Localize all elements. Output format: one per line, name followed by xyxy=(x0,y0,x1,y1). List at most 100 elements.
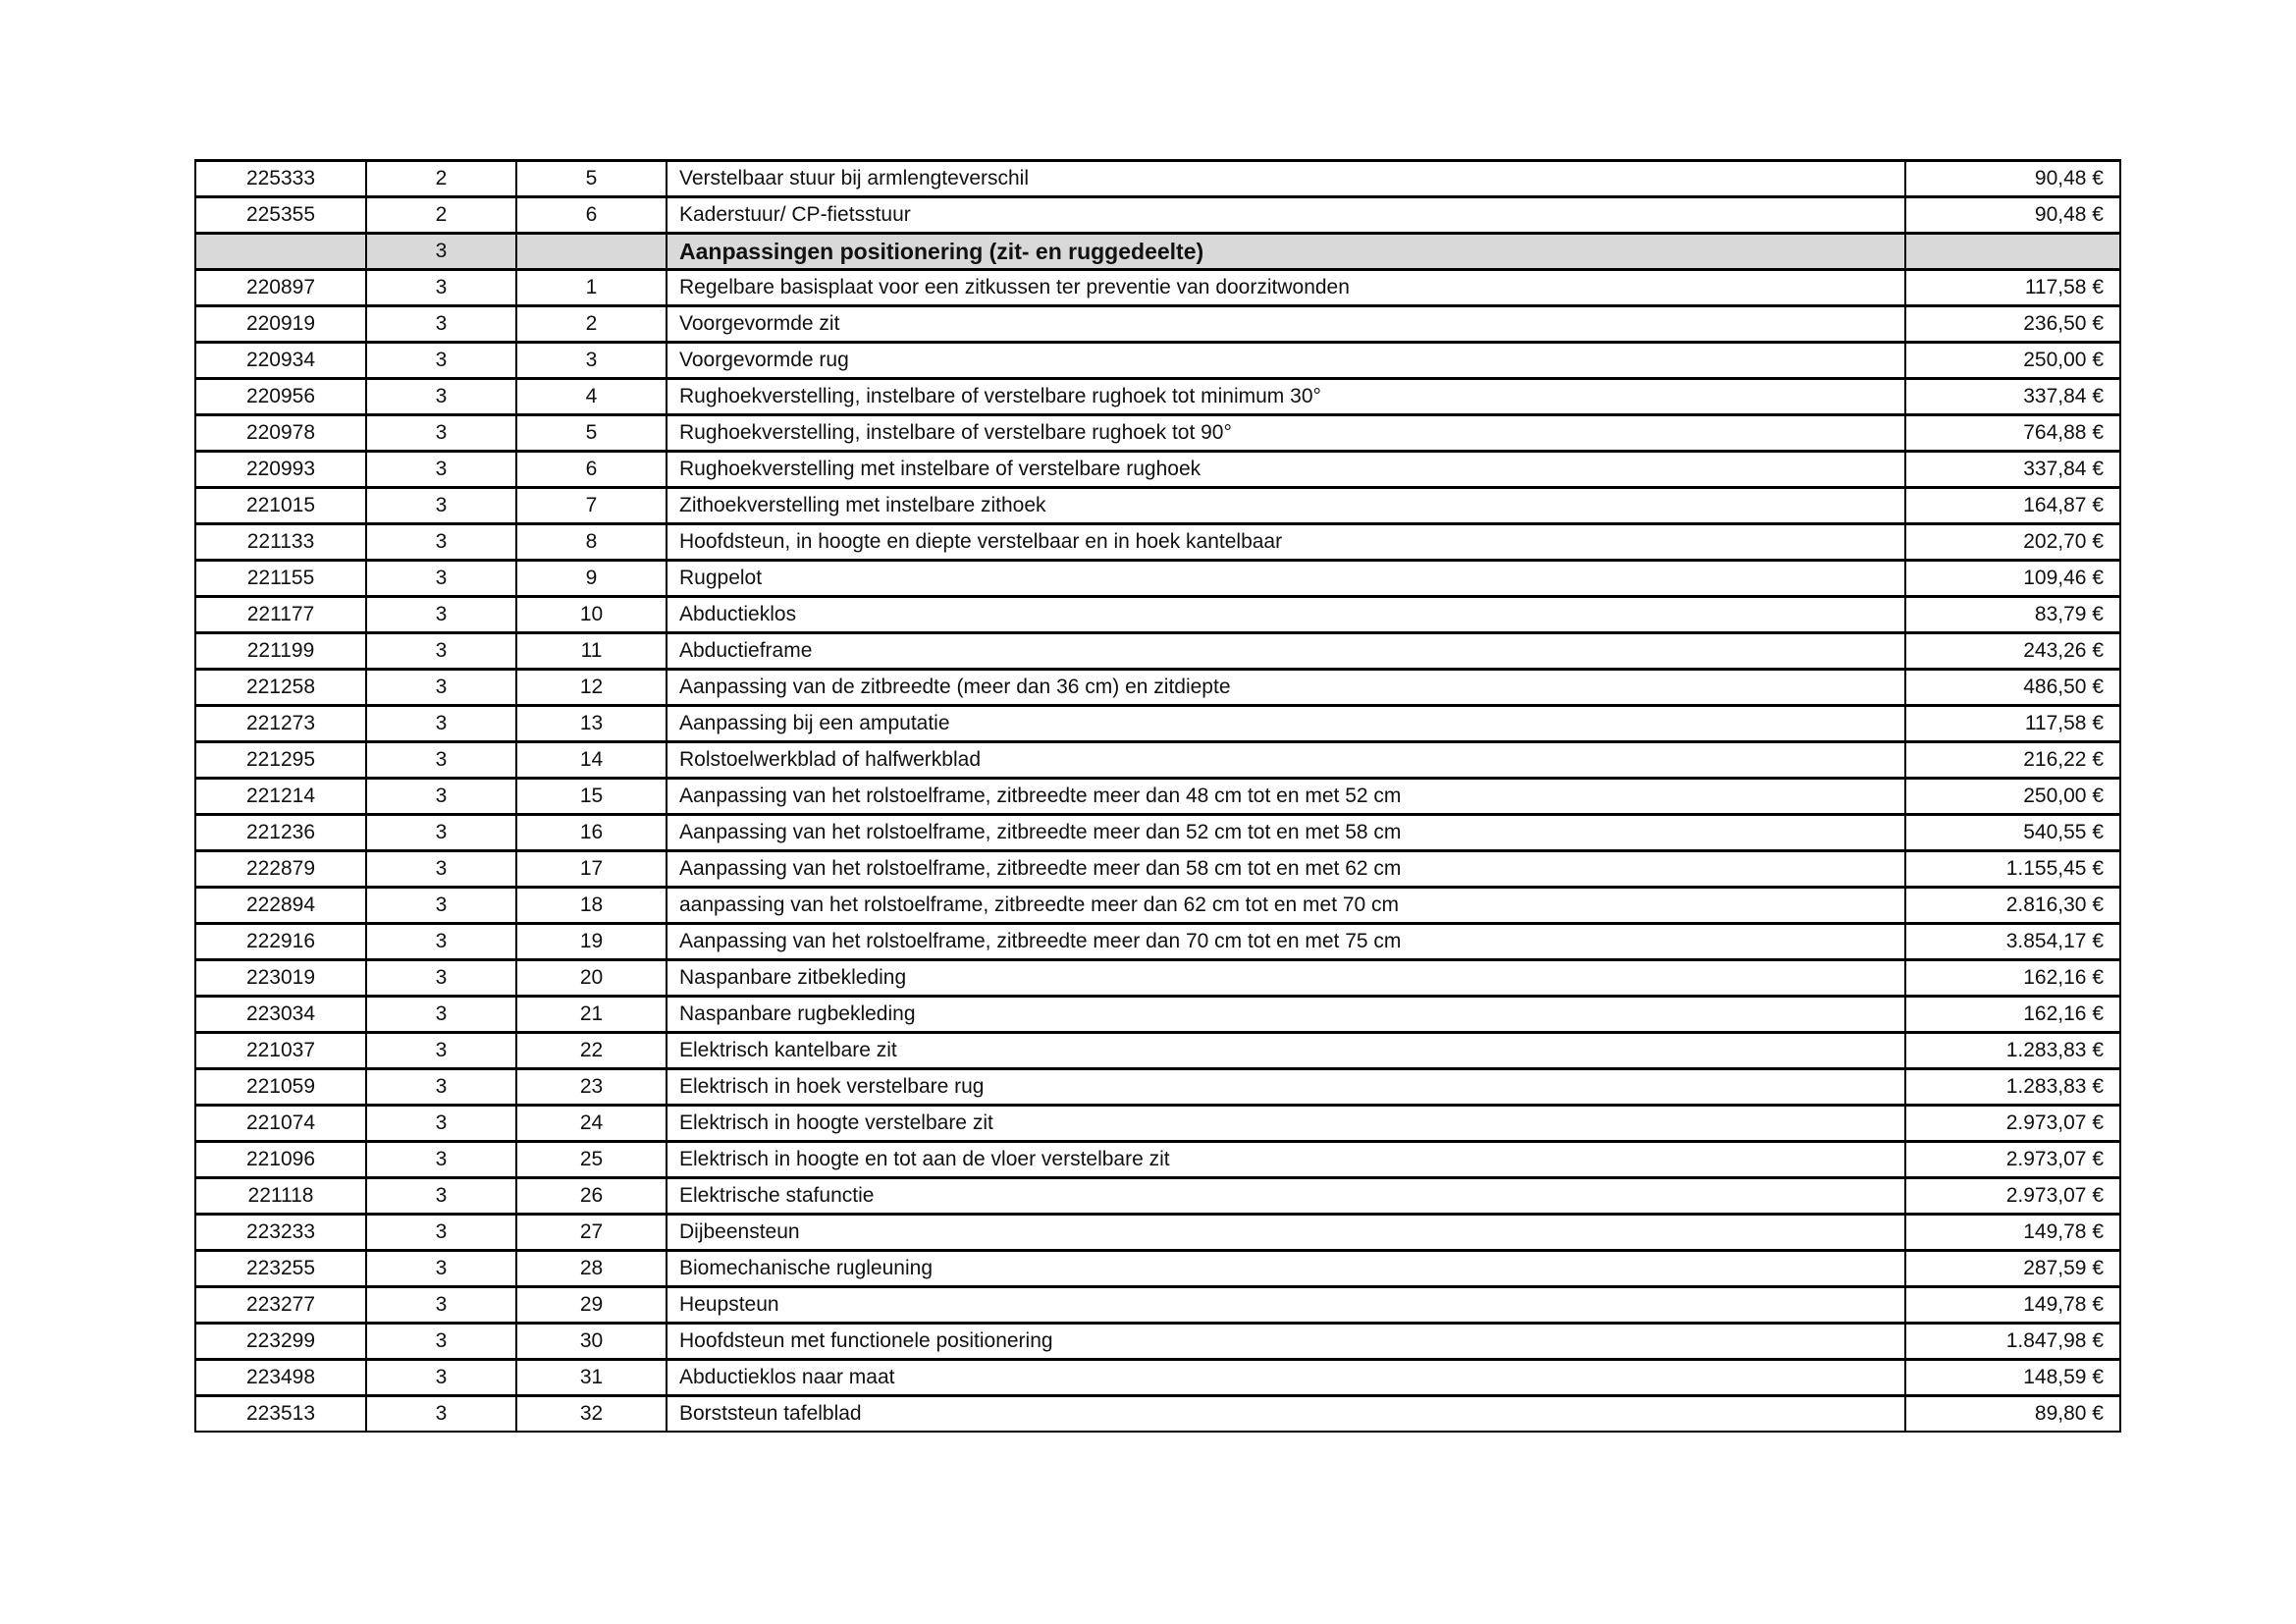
table-row: 220919 3 2 Voorgevormde zit 236,50 € xyxy=(194,304,2121,344)
description-cell: Aanpassing van het rolstoelframe, zitbre… xyxy=(666,922,1906,961)
description-cell: Aanpassingen positionering (zit- en rugg… xyxy=(666,232,1906,271)
group-cell: 3 xyxy=(365,413,517,453)
price-cell: 149,78 € xyxy=(1904,1285,2121,1325)
group-cell: 3 xyxy=(365,450,517,489)
table-row: 222894 3 18 aanpassing van het rolstoelfram… xyxy=(194,886,2121,925)
code-cell: 221214 xyxy=(194,777,367,816)
code-cell: 223255 xyxy=(194,1249,367,1288)
number-cell: 17 xyxy=(515,849,667,889)
number-cell: 13 xyxy=(515,704,667,743)
description-cell: Naspanbare rugbekleding xyxy=(666,995,1906,1034)
code-cell: 221199 xyxy=(194,631,367,671)
price-cell: 287,59 € xyxy=(1904,1249,2121,1288)
code-cell: 220978 xyxy=(194,413,367,453)
code-cell: 223277 xyxy=(194,1285,367,1325)
number-cell: 5 xyxy=(515,159,667,198)
code-cell: 221096 xyxy=(194,1140,367,1179)
description-cell: Borststeun tafelblad xyxy=(666,1394,1906,1433)
table-row: 222916 3 19 Aanpassing van het rolstoelfram… xyxy=(194,922,2121,961)
code-cell: 223034 xyxy=(194,995,367,1034)
number-cell: 31 xyxy=(515,1358,667,1397)
table-row: 221273 3 13 Aanpassing bij een amputatie 117… xyxy=(194,704,2121,743)
group-cell: 3 xyxy=(365,1322,517,1361)
table-row: 221155 3 9 Rugpelot 109,46 € xyxy=(194,559,2121,598)
group-cell: 3 xyxy=(365,849,517,889)
group-cell: 3 xyxy=(365,704,517,743)
code-cell: 221118 xyxy=(194,1176,367,1216)
number-cell: 9 xyxy=(515,559,667,598)
table-row: 220956 3 4 Rughoekverstelling, instelbare o… xyxy=(194,377,2121,416)
number-cell: 18 xyxy=(515,886,667,925)
group-cell: 3 xyxy=(365,304,517,344)
description-cell: Voorgevormde rug xyxy=(666,341,1906,380)
group-cell: 3 xyxy=(365,631,517,671)
code-cell: 223233 xyxy=(194,1213,367,1252)
description-cell: Heupsteun xyxy=(666,1285,1906,1325)
price-cell: 162,16 € xyxy=(1904,958,2121,998)
number-cell: 10 xyxy=(515,595,667,634)
number-cell: 23 xyxy=(515,1067,667,1107)
group-cell: 3 xyxy=(365,486,517,525)
number-cell: 26 xyxy=(515,1176,667,1216)
group-cell: 3 xyxy=(365,377,517,416)
price-cell: 2.973,07 € xyxy=(1904,1104,2121,1143)
table-row: 222879 3 17 Aanpassing van het rolstoelfram… xyxy=(194,849,2121,889)
code-cell: 220897 xyxy=(194,268,367,307)
table-row: 221096 3 25 Elektrisch in hoogte en tot aan… xyxy=(194,1140,2121,1179)
code-cell: 221295 xyxy=(194,740,367,780)
price-cell: 117,58 € xyxy=(1904,704,2121,743)
description-cell: Biomechanische rugleuning xyxy=(666,1249,1906,1288)
table-row: 223299 3 30 Hoofdsteun met functionele posi… xyxy=(194,1322,2121,1361)
table-row: 225333 2 5 Verstelbaar stuur bij armlengtev… xyxy=(194,159,2121,198)
section-header-row: 3 Aanpassingen positionering (zit- en rug… xyxy=(194,232,2121,271)
price-cell: 149,78 € xyxy=(1904,1213,2121,1252)
description-cell: Hoofdsteun met functionele positionering xyxy=(666,1322,1906,1361)
description-cell: Voorgevormde zit xyxy=(666,304,1906,344)
price-cell: 540,55 € xyxy=(1904,813,2121,852)
table-row: 221177 3 10 Abductieklos 83,79 € xyxy=(194,595,2121,634)
number-cell: 28 xyxy=(515,1249,667,1288)
price-cell: 2.816,30 € xyxy=(1904,886,2121,925)
code-cell: 220956 xyxy=(194,377,367,416)
code-cell: 222879 xyxy=(194,849,367,889)
table-row: 221133 3 8 Hoofdsteun, in hoogte en diepte … xyxy=(194,522,2121,562)
price-cell: 164,87 € xyxy=(1904,486,2121,525)
number-cell: 15 xyxy=(515,777,667,816)
price-cell: 3.854,17 € xyxy=(1904,922,2121,961)
number-cell: 22 xyxy=(515,1031,667,1070)
number-cell: 12 xyxy=(515,668,667,707)
table-row: 223513 3 32 Borststeun tafelblad 89,80 € xyxy=(194,1394,2121,1433)
code-cell: 225355 xyxy=(194,195,367,235)
price-cell: 202,70 € xyxy=(1904,522,2121,562)
number-cell: 1 xyxy=(515,268,667,307)
group-cell: 3 xyxy=(365,1104,517,1143)
group-cell: 3 xyxy=(365,522,517,562)
number-cell: 6 xyxy=(515,195,667,235)
price-cell: 109,46 € xyxy=(1904,559,2121,598)
number-cell: 25 xyxy=(515,1140,667,1179)
table-row: 221236 3 16 Aanpassing van het rolstoelfram… xyxy=(194,813,2121,852)
group-cell: 3 xyxy=(365,1067,517,1107)
price-cell: 1.283,83 € xyxy=(1904,1031,2121,1070)
description-cell: Elektrisch in hoek verstelbare rug xyxy=(666,1067,1906,1107)
code-cell: 223019 xyxy=(194,958,367,998)
description-cell: Aanpassing van de zitbreedte (meer dan 3… xyxy=(666,668,1906,707)
code-cell: 225333 xyxy=(194,159,367,198)
table-row: 221015 3 7 Zithoekverstelling met instelbar… xyxy=(194,486,2121,525)
description-cell: Kaderstuur/ CP-fietsstuur xyxy=(666,195,1906,235)
number-cell: 32 xyxy=(515,1394,667,1433)
number-cell: 21 xyxy=(515,995,667,1034)
description-cell: Abductieframe xyxy=(666,631,1906,671)
number-cell: 7 xyxy=(515,486,667,525)
group-cell: 3 xyxy=(365,1176,517,1216)
group-cell: 3 xyxy=(365,1249,517,1288)
group-cell: 3 xyxy=(365,813,517,852)
price-cell: 2.973,07 € xyxy=(1904,1176,2121,1216)
code-cell: 222894 xyxy=(194,886,367,925)
price-cell: 243,26 € xyxy=(1904,631,2121,671)
table-row: 223233 3 27 Dijbeensteun 149,78 € xyxy=(194,1213,2121,1252)
description-cell: Rughoekverstelling, instelbare of verste… xyxy=(666,413,1906,453)
table-row: 220978 3 5 Rughoekverstelling, instelbare o… xyxy=(194,413,2121,453)
price-cell: 1.847,98 € xyxy=(1904,1322,2121,1361)
group-cell: 3 xyxy=(365,268,517,307)
